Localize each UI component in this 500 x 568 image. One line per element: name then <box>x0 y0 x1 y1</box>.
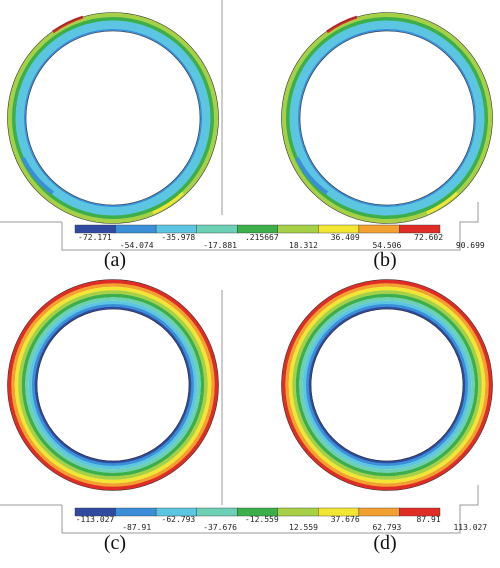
contour-band <box>285 283 489 487</box>
legend-swatch <box>115 507 157 517</box>
legend-label: 12.559 <box>289 523 318 532</box>
ring-edge <box>310 308 464 462</box>
legend-swatch <box>196 224 238 234</box>
legend-label: -54.074 <box>120 241 154 250</box>
legend-label: 18.312 <box>289 241 318 250</box>
contour-patch <box>21 157 55 195</box>
legend-label: -37.676 <box>203 523 237 532</box>
contour-band <box>292 290 482 480</box>
legend-label: -35.978 <box>162 233 196 242</box>
legend-label: -72.171 <box>78 233 112 242</box>
legend-label: 54.506 <box>372 241 401 250</box>
legend-label: 36.409 <box>331 233 360 242</box>
contour-band <box>11 283 215 487</box>
legend-label: -62.793 <box>162 515 196 524</box>
contour-band <box>25 297 201 473</box>
contour-band <box>308 306 466 464</box>
contour-band <box>295 293 479 477</box>
contour-band <box>21 293 205 477</box>
contour-band <box>7 12 219 224</box>
legend-swatch <box>318 224 360 234</box>
legend-label: 87.91 <box>417 515 441 524</box>
contour-band <box>34 306 192 464</box>
legend-label: -113.027 <box>76 515 115 524</box>
contour-patch <box>295 157 329 195</box>
contour-band <box>28 300 198 470</box>
ring-edge <box>25 30 201 206</box>
ring-edge <box>299 30 475 206</box>
legend-swatch <box>358 224 400 234</box>
legend-swatch <box>237 224 278 234</box>
legend-label: -87.91 <box>122 523 151 532</box>
contour-band <box>12 17 214 219</box>
contour-band <box>15 20 211 216</box>
panel-label: (b) <box>373 249 396 271</box>
legend-label: 113.027 <box>453 523 487 532</box>
contour-band <box>299 297 475 473</box>
ring-edge <box>281 12 493 224</box>
panel-label: (d) <box>373 532 396 554</box>
contour-band <box>24 29 202 207</box>
legend-label: 62.793 <box>372 523 401 532</box>
legend-label: -12.559 <box>245 515 279 524</box>
contour-band <box>281 12 493 224</box>
contour-band <box>302 300 472 470</box>
legend-swatch <box>277 507 319 517</box>
legend-label: 90.699 <box>456 241 485 250</box>
contour-patch <box>426 191 459 215</box>
legend-label: 37.676 <box>331 515 360 524</box>
legend-swatch <box>277 224 319 234</box>
legend-label: -17.881 <box>203 241 237 250</box>
frame-line <box>0 485 479 534</box>
legend-swatch <box>399 224 441 234</box>
legend-swatch <box>196 507 238 517</box>
legend-swatch <box>115 224 157 234</box>
ring-edge <box>281 279 493 491</box>
ring-edge <box>7 279 219 491</box>
ring-edge <box>36 308 190 462</box>
frame-line <box>0 202 479 251</box>
contour-band <box>286 17 488 219</box>
contour-band <box>298 29 476 207</box>
ring-edge <box>7 12 219 224</box>
contour-band <box>288 286 486 484</box>
contour-band <box>281 279 493 491</box>
legend-swatch <box>155 224 197 234</box>
contour-band <box>306 304 468 466</box>
legend-label: .215667 <box>245 233 279 242</box>
contour-band <box>7 279 219 491</box>
panel-label: (c) <box>104 532 126 554</box>
legend-swatch <box>399 507 441 517</box>
panel-label: (a) <box>104 249 126 271</box>
contour-band <box>289 20 485 216</box>
contour-band <box>18 290 208 480</box>
contour-band <box>14 286 212 484</box>
legend-swatch <box>74 224 116 234</box>
legend-swatch <box>358 507 400 517</box>
contour-patch <box>152 191 185 215</box>
contour-band <box>32 304 194 466</box>
legend-label: 72.602 <box>414 233 443 242</box>
